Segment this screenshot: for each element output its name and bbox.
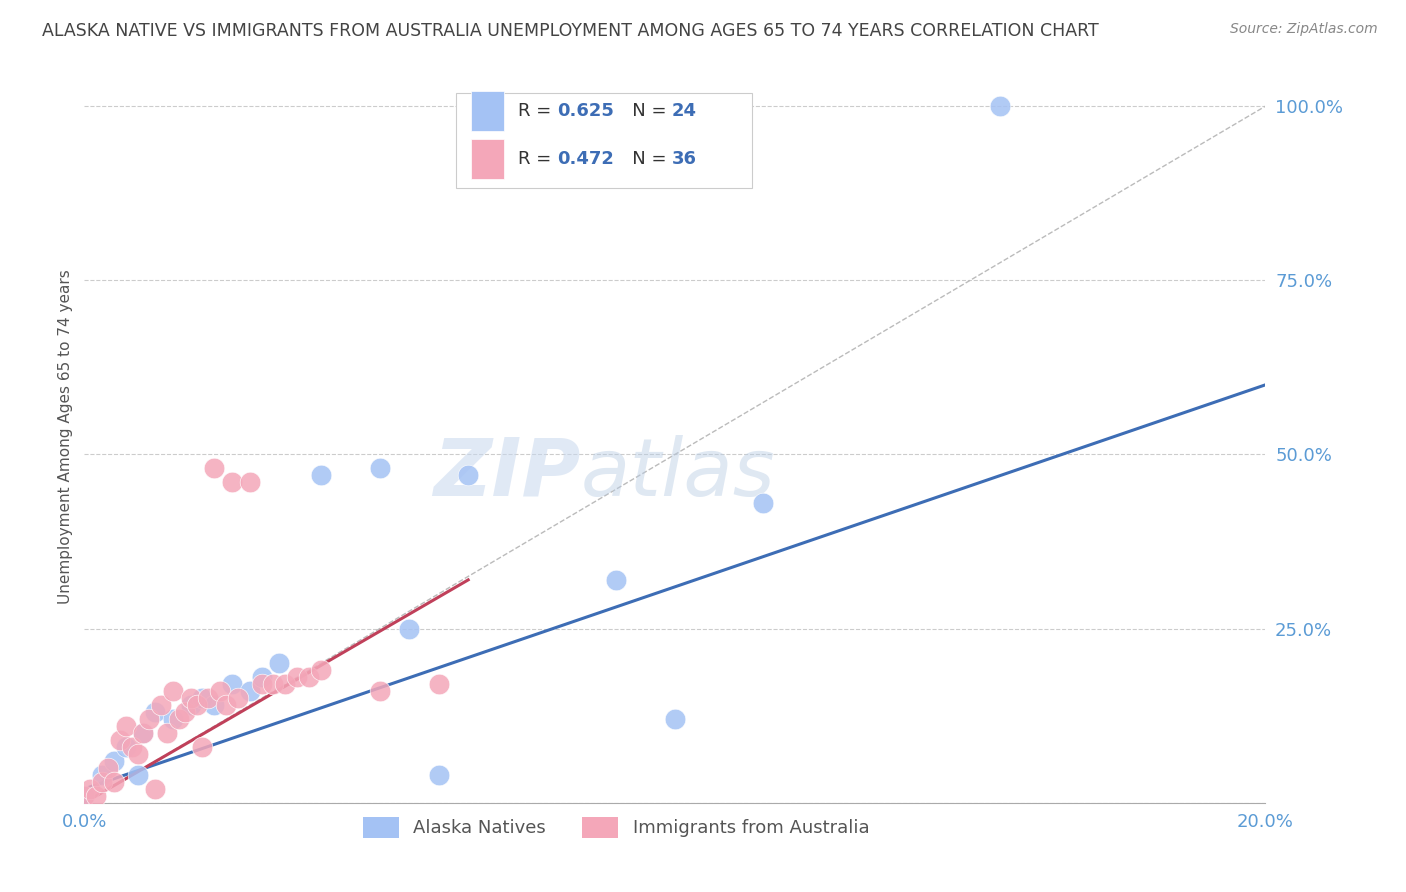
Point: [427, 677, 450, 691]
Point: [97, 761, 120, 775]
Point: [215, 698, 238, 713]
Point: [221, 475, 243, 490]
Text: N =: N =: [614, 103, 672, 120]
Point: [180, 698, 202, 713]
Point: [250, 677, 273, 691]
Text: 24: 24: [671, 103, 696, 120]
Point: [150, 698, 173, 713]
Point: [226, 691, 249, 706]
Point: [752, 496, 775, 510]
Point: [103, 754, 125, 768]
Point: [309, 468, 332, 483]
Point: [457, 468, 479, 483]
Point: [398, 622, 420, 636]
Text: R =: R =: [517, 150, 557, 168]
Point: [103, 775, 125, 789]
Point: [197, 691, 219, 706]
Point: [180, 691, 202, 706]
Point: [143, 705, 166, 719]
Point: [274, 677, 297, 691]
Text: ZIP: ZIP: [433, 434, 581, 513]
Y-axis label: Unemployment Among Ages 65 to 74 years: Unemployment Among Ages 65 to 74 years: [58, 269, 73, 605]
Point: [209, 684, 232, 698]
Point: [91, 768, 114, 782]
Point: [186, 698, 208, 713]
Point: [202, 461, 225, 475]
Point: [79, 781, 101, 796]
Point: [221, 677, 243, 691]
Point: [605, 573, 627, 587]
Point: [988, 99, 1011, 113]
Point: [84, 789, 107, 803]
Point: [127, 747, 149, 761]
Point: [156, 726, 179, 740]
Point: [114, 719, 136, 733]
Point: [167, 712, 190, 726]
Legend: Alaska Natives, Immigrants from Australia: Alaska Natives, Immigrants from Australi…: [356, 810, 876, 845]
Point: [132, 726, 155, 740]
Point: [202, 698, 225, 713]
Point: [269, 657, 291, 671]
Text: R =: R =: [517, 103, 557, 120]
Point: [173, 705, 195, 719]
Text: ALASKA NATIVE VS IMMIGRANTS FROM AUSTRALIA UNEMPLOYMENT AMONG AGES 65 TO 74 YEAR: ALASKA NATIVE VS IMMIGRANTS FROM AUSTRAL…: [42, 22, 1099, 40]
Point: [127, 768, 149, 782]
Point: [285, 670, 308, 684]
Point: [91, 775, 114, 789]
Point: [239, 684, 262, 698]
Text: 36: 36: [671, 150, 696, 168]
FancyBboxPatch shape: [457, 94, 752, 188]
Point: [162, 712, 184, 726]
Point: [368, 684, 391, 698]
Text: 0.625: 0.625: [557, 103, 613, 120]
Text: 0.472: 0.472: [557, 150, 613, 168]
Point: [73, 789, 96, 803]
Point: [132, 726, 155, 740]
FancyBboxPatch shape: [471, 91, 503, 131]
Point: [262, 677, 284, 691]
Point: [162, 684, 184, 698]
Point: [664, 712, 686, 726]
Point: [239, 475, 262, 490]
Point: [108, 733, 131, 747]
Point: [250, 670, 273, 684]
Point: [368, 461, 391, 475]
Point: [309, 664, 332, 678]
Point: [191, 691, 214, 706]
Point: [114, 740, 136, 755]
Text: Source: ZipAtlas.com: Source: ZipAtlas.com: [1230, 22, 1378, 37]
Point: [427, 768, 450, 782]
Point: [73, 789, 96, 803]
Point: [121, 740, 143, 755]
Text: atlas: atlas: [581, 434, 775, 513]
FancyBboxPatch shape: [471, 138, 503, 179]
Point: [143, 781, 166, 796]
Text: N =: N =: [614, 150, 672, 168]
Point: [298, 670, 321, 684]
Point: [138, 712, 160, 726]
Point: [191, 740, 214, 755]
